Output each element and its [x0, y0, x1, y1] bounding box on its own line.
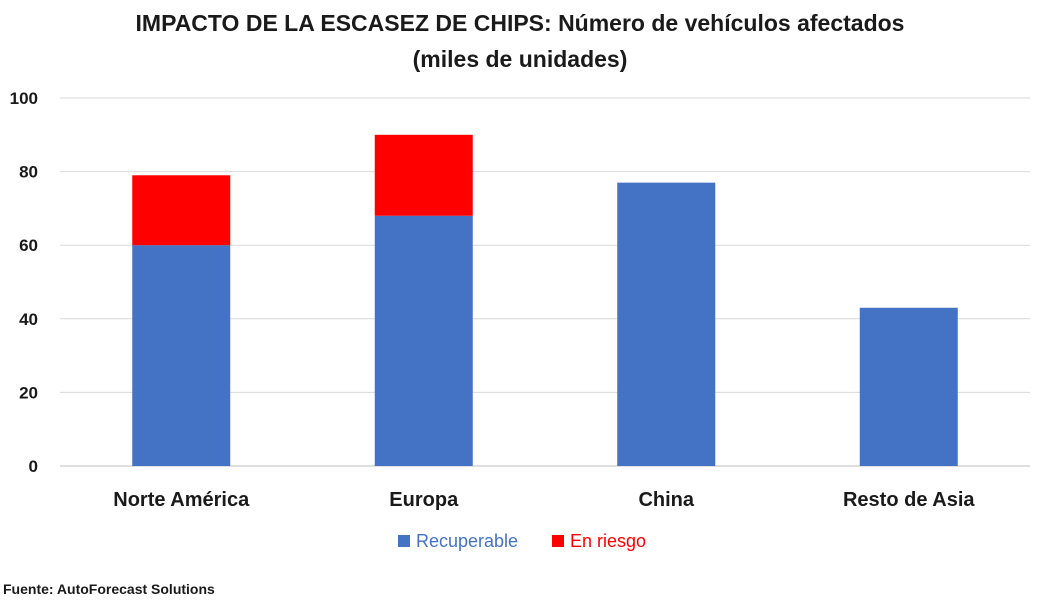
x-category-label: Resto de Asia — [843, 489, 975, 511]
x-category-label: Europa — [389, 489, 459, 511]
y-tick-label: 80 — [19, 163, 38, 182]
source-note: Fuente: AutoForecast Solutions — [3, 581, 215, 597]
legend-swatch-en-riesgo — [552, 535, 564, 547]
legend-label-en-riesgo: En riesgo — [570, 531, 646, 551]
bar-recuperable — [617, 182, 716, 466]
bar-en-riesgo — [374, 134, 473, 216]
y-tick-label: 0 — [29, 457, 38, 476]
x-category-label: Norte América — [113, 489, 250, 511]
x-category-label: China — [638, 489, 694, 511]
y-tick-label: 60 — [19, 236, 38, 255]
y-tick-label: 20 — [19, 383, 38, 402]
bar-recuperable — [132, 245, 231, 466]
y-tick-label: 40 — [19, 310, 38, 329]
bar-recuperable — [374, 215, 473, 466]
legend-label-recuperable: Recuperable — [416, 531, 518, 551]
bars — [132, 134, 958, 466]
legend: Recuperable En riesgo — [398, 531, 646, 551]
chart-subtitle: (miles de unidades) — [413, 46, 628, 72]
y-tick-label: 100 — [10, 89, 38, 108]
legend-swatch-recuperable — [398, 535, 410, 547]
bar-recuperable — [859, 307, 958, 466]
bar-en-riesgo — [132, 175, 231, 246]
y-axis-ticks: 0 20 40 60 80 100 — [10, 89, 38, 476]
chart-title: IMPACTO DE LA ESCASEZ DE CHIPS: Número d… — [136, 10, 905, 36]
x-axis-categories: Norte América Europa China Resto de Asia — [113, 489, 975, 511]
